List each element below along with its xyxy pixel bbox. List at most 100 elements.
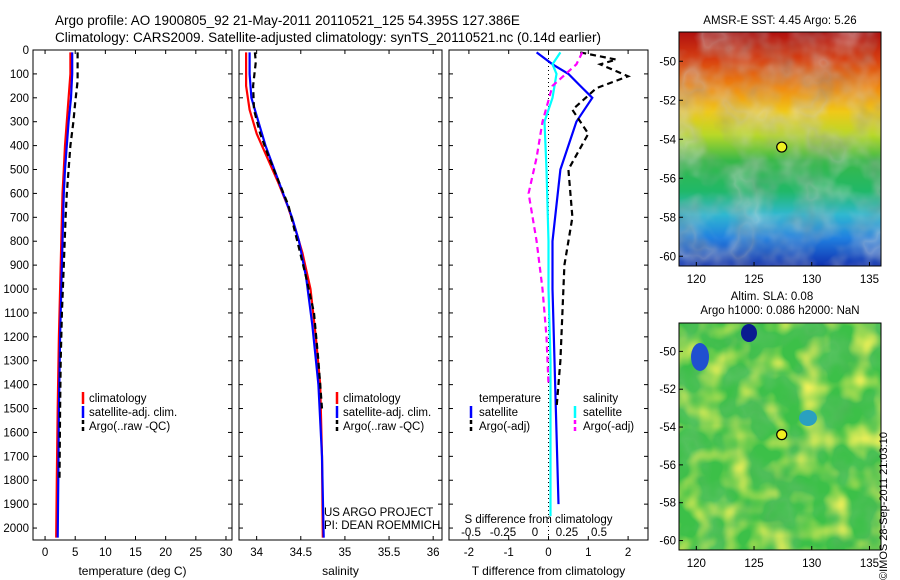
salinity-plot-frame	[238, 49, 443, 541]
depth-tick-label: 500	[10, 165, 29, 177]
map-lat-label: -54	[659, 134, 676, 146]
difference-plot: -2 -1 0 1 2 T difference from climatology -0.5…	[461, 50, 634, 578]
series-line	[251, 52, 324, 409]
x-tick-label: -2	[464, 547, 474, 559]
map-lon-label: 130	[802, 558, 821, 570]
sla-low-eddy	[691, 343, 709, 371]
secondary-tick-label: -0.5	[461, 527, 481, 539]
secondary-tick-label: -0.25	[490, 527, 516, 539]
salinity-plot: 34 34.5 35 35.5 36 salinity climatology satelli…	[245, 50, 440, 578]
legend-label: satellite-adj. clim.	[89, 407, 177, 419]
x-axis-label: salinity	[322, 564, 359, 578]
depth-tick-label: 1000	[3, 284, 29, 296]
map-lat-label: -54	[659, 422, 676, 434]
legend: temperature salinity satellite Argo(-adj) sa…	[469, 393, 634, 433]
sla-low-eddy	[741, 324, 757, 342]
legend-label: satellite	[479, 407, 518, 419]
map-lat-label: -52	[659, 95, 676, 107]
temperature-plot: 0 5 10 15 20 25 30 temperature (deg C) climatolo…	[42, 50, 233, 578]
copyright-credit: ©IMOS 28-Sep-2011 21:03:10	[878, 432, 890, 580]
map-lat-label: -52	[659, 384, 676, 396]
depth-tick-label: 1700	[3, 451, 29, 463]
depth-tick-label: 100	[10, 69, 29, 81]
series-line	[543, 51, 562, 517]
map-lat-label: -58	[659, 498, 676, 510]
legend-label: satellite	[583, 407, 622, 419]
depth-tick-label: 1900	[3, 499, 29, 511]
series-line	[535, 51, 594, 505]
legend: climatology satellite-adj. clim. Argo(..ra…	[335, 392, 431, 433]
depth-tick-label: 700	[10, 212, 29, 224]
x-tick-label: 34.5	[290, 547, 312, 559]
argo-float-marker	[776, 141, 788, 153]
depth-tick-label: 400	[10, 141, 29, 153]
series-line	[55, 52, 72, 538]
x-tick-label: 10	[99, 547, 112, 559]
secondary-tick-label: 0	[532, 527, 538, 539]
depth-tick-label: 1300	[3, 356, 29, 368]
map-lon-label: 130	[802, 274, 821, 286]
depth-tick-label: 1500	[3, 404, 29, 416]
map-title: Altim. SLA: 0.08	[731, 291, 813, 303]
x-tick-label: 0	[545, 547, 551, 559]
depth-tick-label: 0	[23, 45, 29, 57]
legend-label: Argo(..raw -QC)	[89, 421, 170, 433]
x-axis-label: T difference from climatology	[472, 564, 626, 578]
legend-label: satellite-adj. clim.	[343, 407, 431, 419]
depth-tick-label: 800	[10, 236, 29, 248]
sst-map-axes: 120 125 130 135 -50 -52 -54 -56 -58 -60 AMSR-E SST…	[659, 15, 879, 286]
series-line	[58, 52, 79, 481]
series-line	[56, 52, 74, 538]
sst-map-frame	[678, 31, 882, 267]
x-tick-label: 20	[159, 547, 172, 559]
legend-label: climatology	[89, 393, 147, 405]
map-lat-label: -60	[659, 536, 676, 548]
depth-tick-label: 1600	[3, 427, 29, 439]
depth-tick-label: 200	[10, 93, 29, 105]
depth-axis: 0 100 200 300 400 500 600 700 800 900 1000 1100 1200…	[3, 45, 648, 535]
map-lat-label: -60	[659, 251, 676, 263]
map-lon-label: 135	[860, 274, 879, 286]
legend-label: climatology	[343, 393, 401, 405]
sla-map-axes: 120 125 130 135 -50 -52 -54 -56 -58 -60 Altim. SLA…	[659, 291, 879, 570]
depth-tick-label: 1100	[4, 308, 29, 320]
depth-tick-label: 2000	[3, 523, 29, 535]
depth-tick-label: 1200	[3, 332, 29, 344]
series-line	[555, 51, 632, 409]
depth-tick-label: 900	[10, 260, 29, 272]
depth-tick-label: 600	[10, 188, 29, 200]
x-tick-label: 0	[42, 547, 48, 559]
map-lat-label: -56	[659, 460, 676, 472]
map-lat-label: -56	[659, 173, 676, 185]
map-lon-label: 125	[744, 558, 763, 570]
secondary-tick-label: 0.25	[556, 527, 578, 539]
map-lat-label: -50	[659, 346, 676, 358]
figure-title-line1: Argo profile: AO 1900805_92 21-May-2011 …	[55, 13, 520, 28]
x-tick-label: 1	[585, 547, 591, 559]
temperature-plot-frame	[32, 49, 233, 541]
project-annotation: US ARGO PROJECT	[324, 507, 433, 519]
legend: climatology satellite-adj. clim. Argo(..ra…	[81, 392, 177, 433]
x-tick-label: 5	[72, 547, 78, 559]
x-tick-label: -1	[504, 547, 514, 559]
map-lon-label: 135	[860, 558, 879, 570]
secondary-axis-label: S difference from climatology	[464, 514, 612, 526]
x-tick-label: 35.5	[378, 547, 400, 559]
map-lat-label: -58	[659, 212, 676, 224]
depth-tick-label: 300	[10, 117, 29, 129]
x-tick-label: 36	[427, 547, 440, 559]
x-tick-label: 35	[339, 547, 352, 559]
x-axis-label: temperature (deg C)	[78, 564, 186, 578]
legend-label: Argo(-adj)	[583, 421, 634, 433]
x-tick-label: 34	[250, 547, 263, 559]
sla-map-frame	[678, 322, 882, 551]
map-lon-label: 125	[744, 274, 763, 286]
x-tick-label: 30	[220, 547, 233, 559]
legend-label: Argo(-adj)	[479, 421, 530, 433]
project-annotation: PI: DEAN ROEMMICH	[324, 520, 440, 532]
secondary-tick-label: 0.5	[591, 527, 607, 539]
map-lon-label: 120	[687, 558, 706, 570]
x-tick-label: 2	[625, 547, 631, 559]
legend-label: Argo(..raw -QC)	[343, 421, 424, 433]
